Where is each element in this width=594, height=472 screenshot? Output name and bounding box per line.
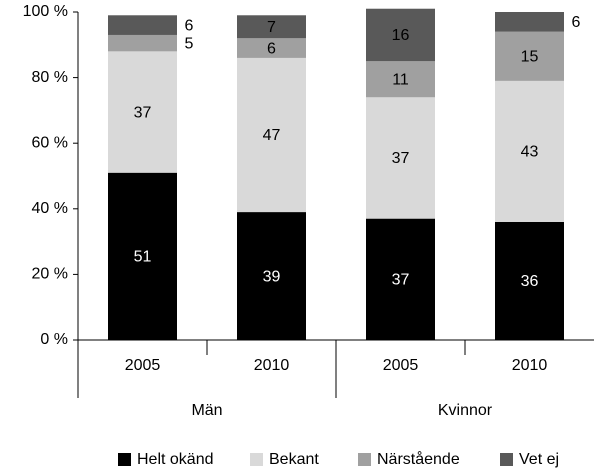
y-tick-label: 80 % [32, 69, 68, 86]
bar-segment [366, 61, 435, 98]
legend-label: Närstående [377, 450, 460, 468]
legend-swatch [250, 453, 263, 466]
y-tick-label: 60 % [32, 134, 68, 151]
x-tick-label: 2010 [512, 357, 548, 374]
bar-segment [108, 34, 177, 52]
y-tick-label: 100 % [23, 3, 68, 20]
bar-segment [237, 212, 306, 340]
legend-label: Bekant [269, 451, 319, 468]
data-label: 5 [185, 35, 194, 52]
data-label: 15 [521, 48, 539, 65]
data-label: 6 [185, 17, 194, 34]
bar-segment [237, 57, 306, 213]
x-tick-label: 2005 [125, 357, 161, 374]
data-label: 36 [521, 273, 539, 290]
bar-segment [108, 172, 177, 340]
data-label: 37 [392, 150, 410, 167]
y-tick-label: 40 % [32, 200, 68, 217]
bar-segment [237, 15, 306, 39]
data-label: 6 [572, 14, 581, 31]
bar-segment [495, 12, 564, 32]
data-label: 37 [392, 272, 410, 289]
y-tick-label: 20 % [32, 266, 68, 283]
y-tick-label: 0 % [40, 331, 68, 348]
data-label: 51 [134, 249, 152, 266]
bar-segment [366, 218, 435, 340]
data-label: 11 [392, 71, 409, 88]
bar-segment [366, 8, 435, 62]
bar-segment [495, 80, 564, 222]
bar-segment [108, 51, 177, 173]
data-label: 47 [263, 127, 281, 144]
data-label: 7 [267, 19, 276, 36]
x-tick-label: 2010 [254, 357, 290, 374]
legend-label: Helt okänd [137, 451, 214, 468]
data-label: 16 [392, 27, 410, 44]
legend-swatch [118, 453, 131, 466]
legend-swatch [358, 453, 371, 466]
data-label: 39 [263, 268, 281, 285]
group-label: Kvinnor [438, 402, 493, 419]
bar-segment [366, 97, 435, 219]
bar-segment [495, 31, 564, 81]
data-label: 43 [521, 144, 539, 161]
bar-segment [495, 221, 564, 340]
bar-segment [237, 38, 306, 58]
group-label: Män [191, 402, 222, 419]
legend-label: Vet ej [519, 451, 559, 468]
data-label: 6 [267, 40, 276, 57]
x-tick-label: 2005 [383, 357, 419, 374]
legend-swatch [500, 453, 513, 466]
bar-segment [108, 15, 177, 35]
data-label: 37 [134, 104, 152, 121]
